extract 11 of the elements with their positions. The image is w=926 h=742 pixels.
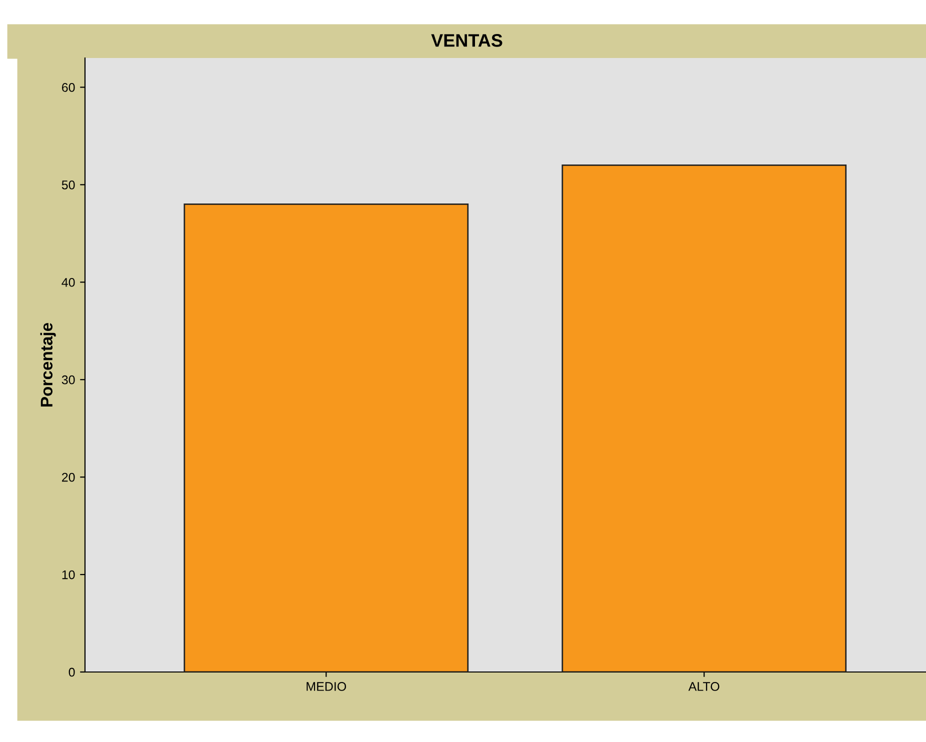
- y-tick-label: 10: [62, 570, 75, 580]
- y-tick-label: 50: [62, 180, 75, 190]
- y-axis-title: Porcentaje: [40, 322, 56, 406]
- y-tick-label: 0: [68, 668, 75, 677]
- y-tick-label: 30: [62, 375, 75, 384]
- chart-title: VENTAS: [431, 34, 502, 47]
- x-tick-label: ALTO: [688, 682, 720, 691]
- y-tick-label: 40: [62, 278, 75, 287]
- y-tick-label: 20: [62, 472, 75, 482]
- y-tick-label: 60: [62, 83, 75, 92]
- x-tick-label: MEDIO: [306, 682, 346, 691]
